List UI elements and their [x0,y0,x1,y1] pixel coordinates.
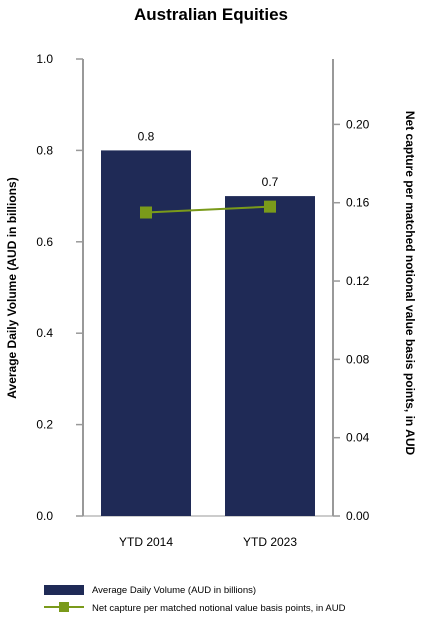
legend-label-bar: Average Daily Volume (AUD in billions) [92,585,256,596]
right-tick-label: 0.12 [346,274,370,288]
legend-swatch-bar [44,585,84,595]
right-axis: 0.00 0.04 0.08 0.12 0.16 0.20 Net capture per… [332,59,417,523]
bar-data-label: 0.7 [262,175,279,189]
right-tick-label: 0.20 [346,117,370,131]
left-tick-label: 0.2 [36,418,53,432]
line-point [140,206,152,219]
line-series [140,200,276,219]
right-axis-label: Net capture per matched notional value b… [403,111,417,456]
x-tick-label: YTD 2014 [119,535,173,549]
left-tick-label: 0.6 [36,235,53,249]
left-axis: 0.0 0.2 0.4 0.6 0.8 1.0 Average Daily Volume … [5,52,84,523]
bars: 0.8 0.7 [101,129,315,516]
left-tick-label: 0.0 [36,509,53,523]
right-tick-label: 0.04 [346,431,370,445]
bar [101,150,191,516]
left-axis-label: Average Daily Volume (AUD in billions) [5,177,19,398]
right-tick-label: 0.00 [346,509,370,523]
right-tick-label: 0.16 [346,196,370,210]
legend-label-line: Net capture per matched notional value b… [92,603,346,614]
x-ticks: YTD 2014 YTD 2023 [119,535,297,549]
right-tick-label: 0.08 [346,352,370,366]
x-tick-label: YTD 2023 [243,535,297,549]
bar [225,196,315,516]
chart-title: Australian Equities [134,5,288,24]
left-tick-label: 0.4 [36,326,53,340]
legend: Average Daily Volume (AUD in billions) N… [44,585,346,614]
line-point [264,200,276,213]
line-path [145,205,271,214]
left-tick-label: 1.0 [36,52,53,66]
legend-swatch-marker [59,602,69,612]
left-tick-label: 0.8 [36,143,53,157]
bar-data-label: 0.8 [138,129,155,143]
